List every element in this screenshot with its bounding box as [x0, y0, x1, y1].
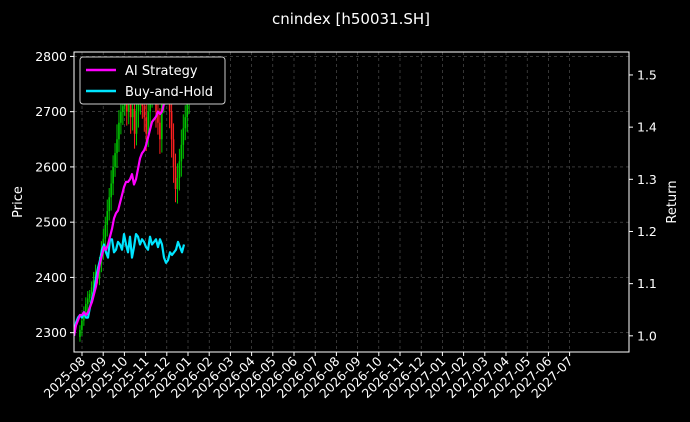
candle-body [172, 139, 175, 167]
candle-body [108, 197, 110, 212]
legend: AI Strategy Buy-and-Hold [79, 56, 226, 105]
candle-body [112, 166, 114, 184]
y2-tick-label: 1.2 [637, 224, 657, 239]
candle-body [114, 153, 116, 167]
y-axis-right: 1.0 1.1 1.2 1.3 1.4 1.5 [629, 67, 657, 343]
candle-body [86, 298, 89, 304]
candle-body [116, 139, 118, 154]
y2-axis-label: Return [665, 180, 680, 223]
candle-body [137, 100, 140, 112]
candle-body [174, 166, 177, 190]
y-tick-label: 2700 [35, 104, 67, 119]
candle-body [178, 161, 181, 178]
candle-body [129, 103, 132, 118]
candle-body [143, 106, 146, 118]
candle-body [79, 329, 81, 338]
candle-body [110, 183, 112, 198]
legend-label-ai-strategy: AI Strategy [125, 64, 198, 79]
candle-body [159, 122, 161, 140]
candle-body [92, 280, 95, 288]
candle-body [88, 293, 91, 299]
candle-body [186, 100, 188, 118]
candle-body [180, 144, 183, 162]
chart-title: cnindex [h50031.SH] [272, 10, 430, 28]
y-tick-label: 2800 [35, 49, 67, 64]
candle-body [90, 287, 93, 294]
candle-body [161, 100, 163, 140]
series-line-ai-strategy [74, 58, 178, 337]
candle-body [145, 117, 148, 134]
y-tick-label: 2300 [35, 325, 67, 340]
y2-tick-label: 1.1 [637, 276, 657, 291]
y2-tick-label: 1.5 [637, 67, 657, 82]
legend-label-buy-and-hold: Buy-and-Hold [125, 85, 213, 100]
candle-body [85, 303, 87, 312]
candle-body [81, 320, 83, 330]
x-axis: 2025-082025-092025-102025-112025-122026-… [41, 352, 576, 401]
series-lines [74, 58, 186, 337]
candle-body [182, 128, 185, 145]
candle-body [170, 111, 173, 140]
y-tick-label: 2400 [35, 270, 67, 285]
y2-tick-label: 1.3 [637, 172, 657, 187]
plot-frame [73, 51, 630, 353]
candle-body [118, 122, 120, 140]
y-tick-label: 2500 [35, 215, 67, 230]
candle-body [135, 111, 138, 134]
y-tick-label: 2600 [35, 159, 67, 174]
y-axis-left: 2300 2400 2500 2600 2700 2800 [35, 49, 74, 340]
candle-body [122, 106, 124, 112]
candle-body [125, 97, 128, 112]
candle-body [131, 108, 134, 118]
candle-body [83, 311, 85, 321]
candle-body [147, 111, 149, 134]
candle-body [106, 211, 109, 225]
candle-body [133, 108, 136, 134]
candle-body [157, 111, 159, 123]
candle-body [176, 177, 179, 190]
candle-body [127, 103, 130, 112]
candle-body [184, 117, 187, 129]
y-axis-label: Price [11, 186, 26, 218]
y2-tick-label: 1.0 [637, 328, 657, 343]
candle-body [120, 111, 122, 123]
y2-tick-label: 1.4 [637, 120, 657, 135]
candle-body [104, 224, 107, 239]
legend-box [79, 56, 226, 105]
